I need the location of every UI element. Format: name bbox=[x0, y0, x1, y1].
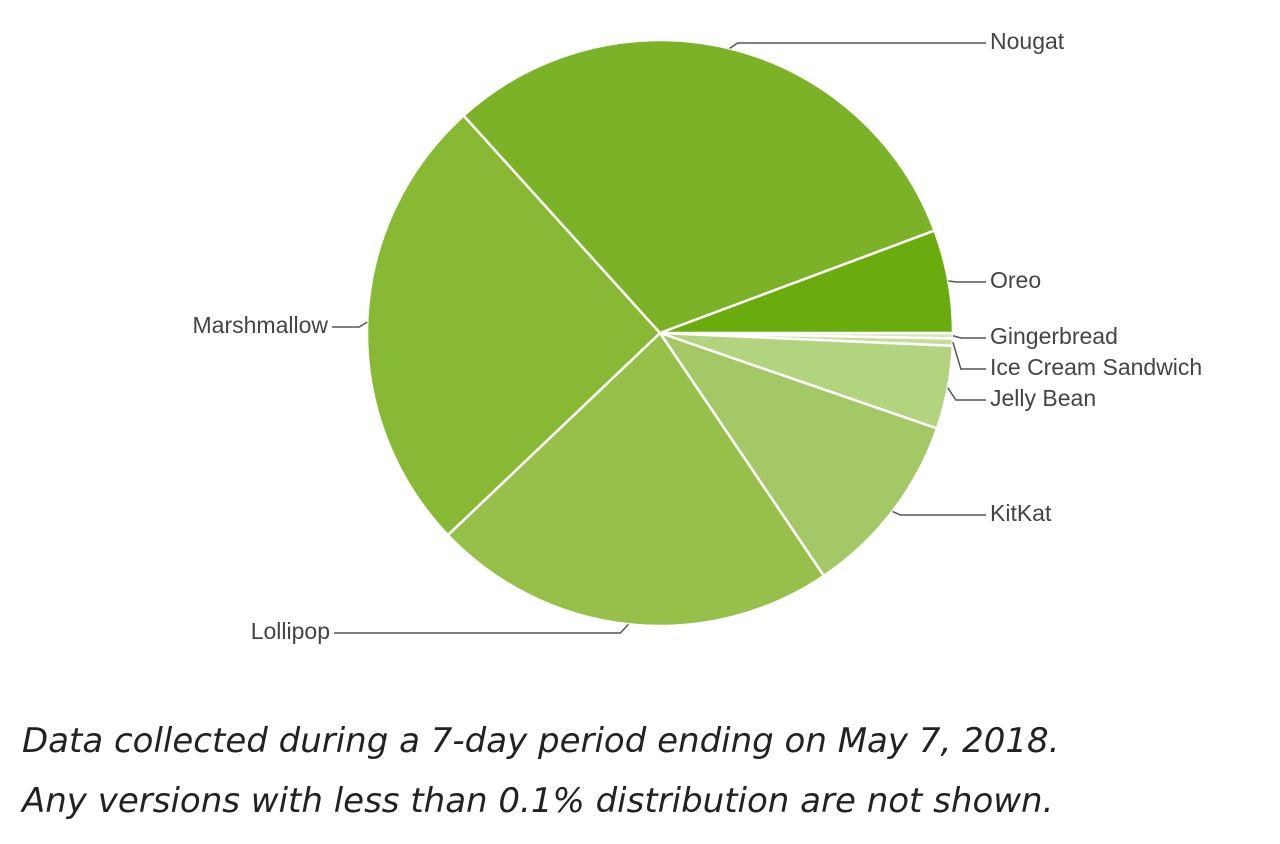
slice-label: Gingerbread bbox=[990, 323, 1118, 349]
slice-label: Nougat bbox=[990, 28, 1065, 54]
leader-line bbox=[892, 510, 986, 516]
pie bbox=[365, 38, 955, 628]
note: Any versions with less than 0.1% distrib… bbox=[20, 781, 1053, 821]
pie-slice bbox=[365, 113, 662, 537]
pie-slice bbox=[461, 38, 937, 335]
leader-line bbox=[334, 623, 629, 634]
slice-label: KitKat bbox=[990, 500, 1052, 526]
slice-label: Oreo bbox=[990, 267, 1041, 293]
slice-label: Jelly Bean bbox=[990, 385, 1096, 411]
slice-label: Ice Cream Sandwich bbox=[990, 354, 1202, 380]
pie-slice bbox=[656, 330, 939, 578]
slice-label: Marshmallow bbox=[193, 312, 329, 338]
labels: Gingerbread Ice Cream Sandwich Jelly Bean K… bbox=[193, 28, 1203, 644]
leader-line bbox=[952, 341, 986, 370]
leader-line bbox=[948, 280, 986, 283]
leader-line bbox=[332, 321, 368, 328]
leader-line bbox=[729, 42, 986, 49]
pie-slice bbox=[446, 331, 826, 628]
leader-line bbox=[947, 387, 986, 401]
slice-label: Lollipop bbox=[251, 618, 330, 644]
note: Data collected during a 7-day period end… bbox=[22, 721, 1059, 761]
leader-line bbox=[952, 335, 986, 339]
